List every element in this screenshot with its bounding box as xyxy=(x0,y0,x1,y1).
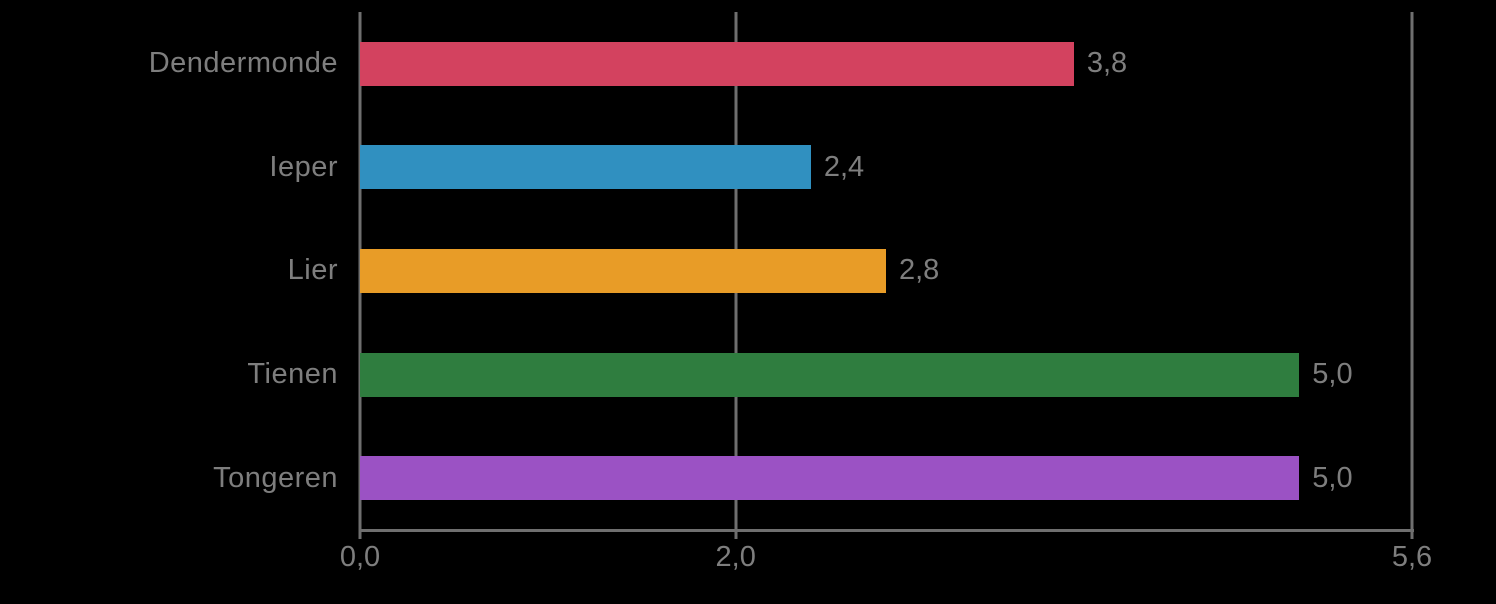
bar-row-tienen: 5,0 xyxy=(360,323,1412,427)
plot-area: 3,8 2,4 2,8 5,0 5,0 xyxy=(358,12,1414,530)
bar-row-ieper: 2,4 xyxy=(360,116,1412,220)
bar-tienen xyxy=(360,352,1300,397)
category-label-tongeren: Tongeren xyxy=(213,461,338,494)
bar-dendermonde xyxy=(360,41,1074,86)
category-label-lier: Lier xyxy=(287,254,338,287)
bar-ieper xyxy=(360,145,811,190)
category-axis: Dendermonde Ieper Lier Tienen Tongeren xyxy=(0,12,338,530)
bar-value-label-tongeren: 5,0 xyxy=(1312,461,1353,494)
bar-lier xyxy=(360,248,886,293)
bar-row-dendermonde: 3,8 xyxy=(360,12,1412,116)
x-axis-line xyxy=(359,529,1414,532)
bar-row-lier: 2,8 xyxy=(360,219,1412,323)
category-label-tienen: Tienen xyxy=(247,358,338,391)
bar-tongeren xyxy=(360,456,1300,501)
x-tick-label-2-0: 2,0 xyxy=(715,541,756,573)
bar-value-label-lier: 2,8 xyxy=(899,254,940,287)
bar-value-label-dendermonde: 3,8 xyxy=(1086,47,1128,80)
x-tick-label-0-0: 0,0 xyxy=(339,541,381,573)
x-tick-label-5-6: 5,6 xyxy=(1391,541,1433,573)
bar-value-label-ieper: 2,4 xyxy=(823,150,865,183)
gridline-5-6 xyxy=(1410,12,1414,530)
bars-group: 3,8 2,4 2,8 5,0 5,0 xyxy=(360,12,1412,530)
category-label-dendermonde: Dendermonde xyxy=(148,47,338,80)
category-label-ieper: Ieper xyxy=(269,150,338,183)
bar-value-label-tienen: 5,0 xyxy=(1312,358,1353,391)
bar-row-tongeren: 5,0 xyxy=(360,426,1412,530)
